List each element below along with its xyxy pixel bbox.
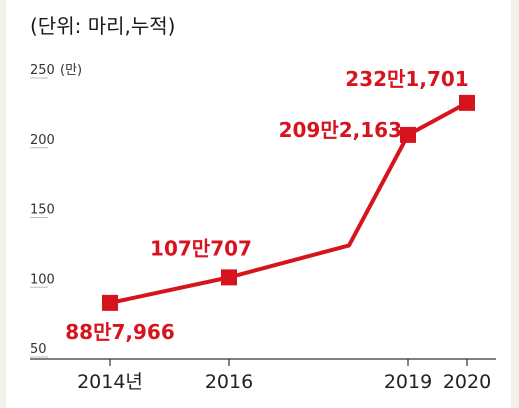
data-point-2020 xyxy=(459,94,475,111)
x-tick-label-2020: 2020 xyxy=(443,371,491,393)
y-tick-label-200: 200 xyxy=(30,133,55,148)
y-tick-label-50: 50 xyxy=(30,342,47,357)
chart-card: (단위: 마리,누적) 50 100 150 200 250 (만) 2014년 2016 20… xyxy=(6,0,511,408)
data-point-2019 xyxy=(400,126,416,143)
data-label-2019: 209만2,163 xyxy=(279,118,402,142)
x-tick-label-2014: 2014년 xyxy=(77,371,143,393)
data-label-2014: 88만7,966 xyxy=(65,320,175,344)
x-tick-label-2016: 2016 xyxy=(205,371,253,393)
y-tick-label-150: 150 xyxy=(30,203,55,218)
data-label-2016: 107만707 xyxy=(150,236,252,260)
x-tick-label-2019: 2019 xyxy=(384,371,432,393)
data-point-2016 xyxy=(221,269,237,286)
y-unit-label: (만) xyxy=(60,63,82,78)
series-line xyxy=(109,101,468,305)
y-tick-label-250: 250 xyxy=(30,63,55,78)
data-label-2020: 232만1,701 xyxy=(345,67,468,91)
line-chart: 50 100 150 200 250 (만) 2014년 2016 2019 2020 88만7,9… xyxy=(30,63,496,393)
unit-note: (단위: 마리,누적) xyxy=(30,14,176,38)
y-tick-label-100: 100 xyxy=(30,272,55,287)
data-point-2014 xyxy=(102,294,118,311)
